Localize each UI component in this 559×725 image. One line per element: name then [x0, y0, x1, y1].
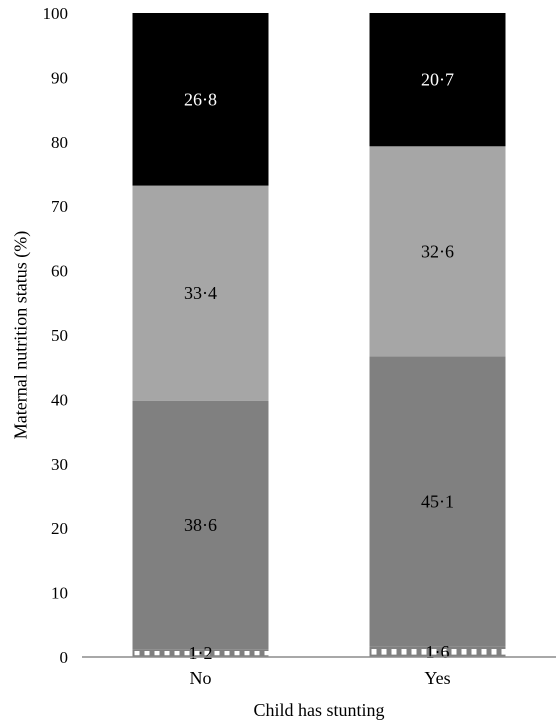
data-label: 1·6 — [426, 642, 450, 662]
data-label: 20·7 — [421, 70, 454, 90]
data-label: 1·2 — [189, 643, 213, 663]
category-labels: No Yes — [190, 668, 451, 688]
y-tick-label: 80 — [51, 133, 68, 152]
y-tick-label: 100 — [43, 4, 69, 23]
category-label: Yes — [424, 668, 450, 688]
bar-segment — [132, 185, 269, 401]
x-axis-title: Child has stunting — [253, 700, 384, 720]
data-labels: 1·2 38·6 33·4 26·8 1·6 45·1 32·6 20·7 — [184, 70, 454, 663]
y-tick-label: 70 — [51, 197, 68, 216]
bar-segment — [369, 13, 506, 147]
y-tick-label: 30 — [51, 455, 68, 474]
bars — [132, 13, 506, 657]
y-tick-label: 40 — [51, 390, 68, 409]
data-label: 45·1 — [421, 491, 454, 511]
data-label: 38·6 — [184, 515, 217, 535]
bar-segment — [369, 146, 506, 357]
bar-segment — [132, 400, 269, 650]
data-label: 33·4 — [184, 283, 217, 303]
bar-segment — [132, 13, 269, 186]
y-axis-title: Maternal nutrition status (%) — [10, 231, 31, 439]
bar-segment — [132, 649, 269, 657]
y-axis-ticks: 0 10 20 30 40 50 60 70 80 90 100 — [43, 4, 69, 667]
bar-segment — [369, 646, 506, 657]
category-label: No — [190, 668, 212, 688]
y-tick-label: 0 — [60, 648, 69, 667]
bar-segment — [369, 356, 506, 647]
y-tick-label: 60 — [51, 262, 68, 281]
y-tick-label: 20 — [51, 519, 68, 538]
data-label: 32·6 — [421, 241, 454, 261]
y-tick-label: 90 — [51, 68, 68, 87]
y-tick-label: 50 — [51, 326, 68, 345]
data-label: 26·8 — [184, 89, 217, 109]
y-tick-label: 10 — [51, 584, 68, 603]
